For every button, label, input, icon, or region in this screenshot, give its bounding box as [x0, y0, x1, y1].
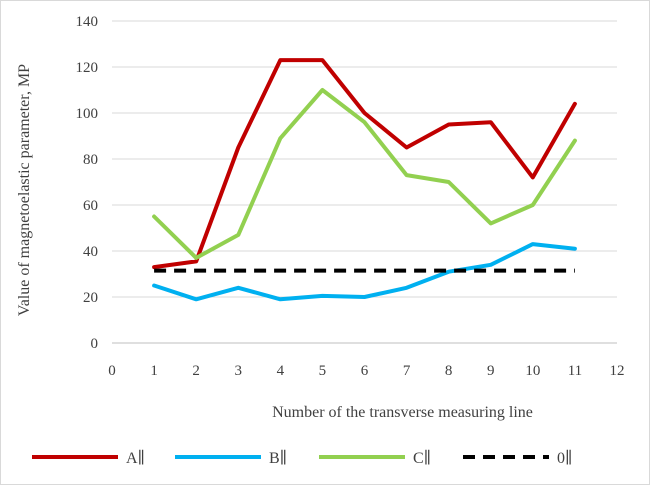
x-tick-label: 3: [235, 363, 243, 379]
legend-label: A∥: [126, 449, 145, 467]
series-lines: [152, 58, 577, 302]
y-tick-label: 120: [76, 60, 99, 76]
y-tick-label: 60: [83, 198, 98, 214]
y-tick-label: 40: [83, 244, 98, 260]
x-tick-label: 11: [568, 363, 582, 379]
x-tick-label: 1: [150, 363, 158, 379]
x-tick-label: 12: [610, 363, 625, 379]
x-tick-label: 7: [403, 363, 411, 379]
series-line-1: [152, 58, 577, 270]
y-tick-label: 80: [83, 152, 98, 168]
x-tick-label: 6: [361, 363, 369, 379]
legend-label: C∥: [413, 449, 431, 467]
y-tick-label: 100: [76, 106, 99, 122]
x-tick-label: 8: [445, 363, 453, 379]
legend: A∥ B∥ C∥ 0∥: [32, 449, 572, 467]
x-tick-label: 10: [525, 363, 540, 379]
series-line-2: [152, 242, 577, 302]
x-tick-label: 4: [277, 363, 285, 379]
legend-label: 0∥: [557, 449, 572, 467]
y-tick-label: 20: [83, 290, 98, 306]
x-tick-label: 0: [108, 363, 116, 379]
y-tick-label: 0: [91, 336, 99, 352]
x-tick-label: 2: [192, 363, 200, 379]
series-line-3: [152, 88, 577, 260]
legend-label: B∥: [269, 449, 287, 467]
y-axis-title: Value of magnetoelastic parameter, MP: [16, 64, 33, 316]
x-axis-title: Number of the transverse measuring line: [272, 404, 533, 421]
x-tick-label: 5: [319, 363, 327, 379]
x-tick-label: 9: [487, 363, 495, 379]
y-tick-label: 140: [76, 14, 99, 30]
